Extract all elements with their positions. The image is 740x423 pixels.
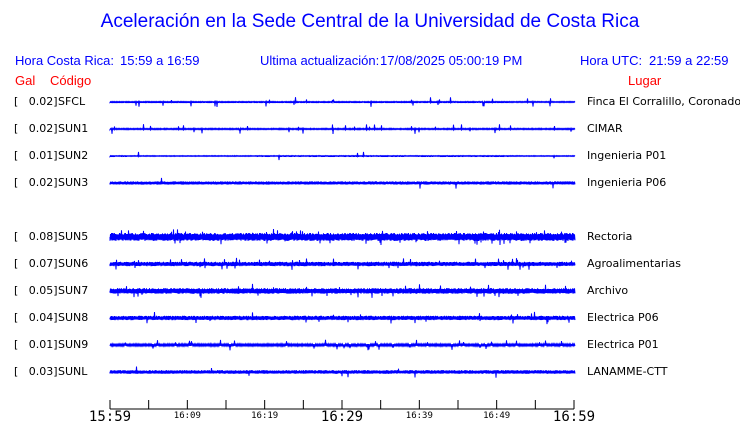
utc-time-range: 21:59 a 22:59: [649, 53, 729, 68]
station-place: Archivo: [587, 284, 629, 297]
station-code: SUN7: [58, 284, 89, 297]
station-code: SUN9: [58, 338, 89, 351]
code-column-header: Código: [50, 73, 92, 88]
station-code: SUN1: [58, 122, 89, 135]
gal-value: [ 0.08]: [14, 230, 58, 243]
station-code: SUN2: [58, 149, 89, 162]
station-place: Electrica P06: [587, 311, 659, 324]
gal-value: [ 0.03]: [14, 365, 58, 378]
station-code: SUN6: [58, 257, 89, 270]
cr-time-label: Hora Costa Rica:: [15, 53, 114, 68]
gal-value: [ 0.07]: [14, 257, 58, 270]
station-place: LANAMME-CTT: [587, 365, 668, 378]
gal-value: [ 0.02]: [14, 122, 58, 135]
gal-value: [ 0.01]: [14, 149, 58, 162]
tick-label: 16:09: [174, 411, 201, 421]
cr-time-range: 15:59 a 16:59: [120, 53, 200, 68]
chart-title: Aceleración en la Sede Central de la Uni…: [100, 11, 640, 32]
trace-SFCL: [109, 97, 576, 107]
station-code: SUN5: [58, 230, 89, 243]
trace-SUN3: [109, 177, 576, 189]
gal-value: [ 0.01]: [14, 338, 58, 351]
station-place: Rectoria: [587, 230, 633, 243]
station-place: CIMAR: [587, 122, 623, 135]
gal-value: [ 0.05]: [14, 284, 58, 297]
trace-SUN9: [109, 339, 576, 351]
update-label: Ultima actualización:: [260, 53, 380, 68]
trace-SUN6: [109, 257, 576, 270]
station-place: Electrica P01: [587, 338, 659, 351]
station-place: Ingenieria P06: [587, 176, 667, 189]
station-place: Finca El Corralillo, Coronado: [587, 95, 740, 108]
trace-SUN2: [109, 151, 576, 161]
tick-label: 16:19: [251, 411, 278, 421]
station-code: SUN3: [58, 176, 89, 189]
trace-SUN7: [109, 283, 576, 298]
gal-value: [ 0.04]: [14, 311, 58, 324]
station-code: SUNL: [58, 365, 88, 378]
trace-SUN5: [109, 228, 576, 246]
station-place: Agroalimentarias: [587, 257, 681, 270]
gal-value: [ 0.02]: [14, 176, 58, 189]
gal-column-header: Gal: [15, 73, 36, 88]
tick-label: 16:39: [406, 411, 433, 421]
tick-label: 16:49: [483, 411, 510, 421]
utc-time-label: Hora UTC:: [580, 53, 643, 68]
tick-label: 16:59: [553, 409, 595, 423]
trace-SUNL: [109, 366, 576, 378]
trace-SUN1: [109, 124, 576, 134]
gal-value: [ 0.02]: [14, 95, 58, 108]
station-code: SFCL: [58, 95, 86, 108]
trace-SUN8: [109, 311, 576, 325]
place-column-header: Lugar: [628, 73, 662, 88]
update-value: 17/08/2025 05:00:19 PM: [380, 53, 523, 68]
station-code: SUN8: [58, 311, 89, 324]
station-place: Ingenieria P01: [587, 149, 667, 162]
tick-label: 16:29: [321, 409, 363, 423]
tick-label: 15:59: [89, 409, 131, 423]
